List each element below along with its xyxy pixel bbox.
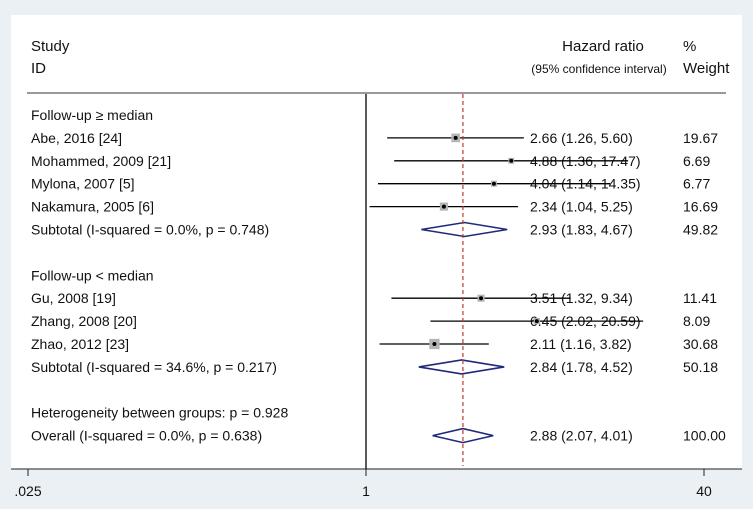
row-label: Overall (I-squared = 0.0%, p = 0.638) bbox=[31, 428, 262, 444]
row-label: Follow-up < median bbox=[31, 267, 154, 283]
row-label: Nakamura, 2005 [6] bbox=[31, 199, 154, 215]
row-label: Follow-up ≥ median bbox=[31, 107, 153, 123]
weight-text: 100.00 bbox=[683, 428, 726, 444]
point-estimate bbox=[479, 296, 484, 301]
row-label: Heterogeneity between groups: p = 0.928 bbox=[31, 405, 288, 421]
point-estimate bbox=[453, 135, 458, 140]
weight-text: 16.69 bbox=[683, 199, 718, 215]
weight-text: 50.18 bbox=[683, 359, 718, 375]
point-estimate bbox=[432, 342, 437, 346]
summary-diamond bbox=[421, 221, 508, 238]
row-label: Zhao, 2012 [23] bbox=[31, 336, 129, 352]
header-percent: % bbox=[683, 38, 696, 55]
ci-text: 2.93 (1.83, 4.67) bbox=[530, 222, 633, 238]
ci-text: 2.88 (2.07, 4.01) bbox=[530, 428, 633, 444]
weight-text: 11.41 bbox=[683, 290, 717, 306]
weight-text: 49.82 bbox=[683, 222, 718, 238]
row-label: Abe, 2016 [24] bbox=[31, 130, 122, 146]
weight-text: 6.77 bbox=[683, 176, 710, 192]
row-label: Subtotal (I-squared = 0.0%, p = 0.748) bbox=[31, 222, 269, 238]
x-tick-label: 40 bbox=[696, 483, 712, 499]
ci-text: 2.11 (1.16, 3.82) bbox=[530, 336, 632, 352]
header-hazard-ratio: Hazard ratio bbox=[562, 38, 644, 55]
row-label: Subtotal (I-squared = 34.6%, p = 0.217) bbox=[31, 359, 277, 375]
weight-text: 19.67 bbox=[683, 130, 718, 146]
row-label: Gu, 2008 [19] bbox=[31, 290, 116, 306]
row-label: Mylona, 2007 [5] bbox=[31, 176, 135, 192]
weight-text: 6.69 bbox=[683, 153, 710, 169]
header-study: Study bbox=[31, 38, 70, 55]
ci-text: 2.66 (1.26, 5.60) bbox=[530, 130, 633, 146]
point-estimate bbox=[491, 181, 496, 186]
point-estimate bbox=[441, 204, 446, 209]
ci-text: 2.34 (1.04, 5.25) bbox=[530, 199, 633, 215]
ci-text: 3.51 (1.32, 9.34) bbox=[530, 290, 633, 306]
weight-text: 30.68 bbox=[683, 336, 718, 352]
point-estimate bbox=[534, 319, 539, 324]
x-tick-label: .025 bbox=[14, 483, 41, 499]
row-label: Mohammed, 2009 [21] bbox=[31, 153, 171, 169]
row-label: Zhang, 2008 [20] bbox=[31, 313, 137, 329]
x-tick-label: 1 bbox=[362, 483, 370, 499]
header-id: ID bbox=[31, 60, 46, 77]
ci-text: 2.84 (1.78, 4.52) bbox=[530, 359, 633, 375]
plot-panel bbox=[11, 15, 742, 469]
weight-text: 8.09 bbox=[683, 313, 710, 329]
header-weight: Weight bbox=[683, 60, 730, 77]
header-confidence-interval: (95% confidence interval) bbox=[531, 62, 666, 76]
point-estimate bbox=[509, 158, 514, 163]
summary-diamond bbox=[418, 359, 505, 375]
summary-diamond bbox=[432, 427, 494, 444]
